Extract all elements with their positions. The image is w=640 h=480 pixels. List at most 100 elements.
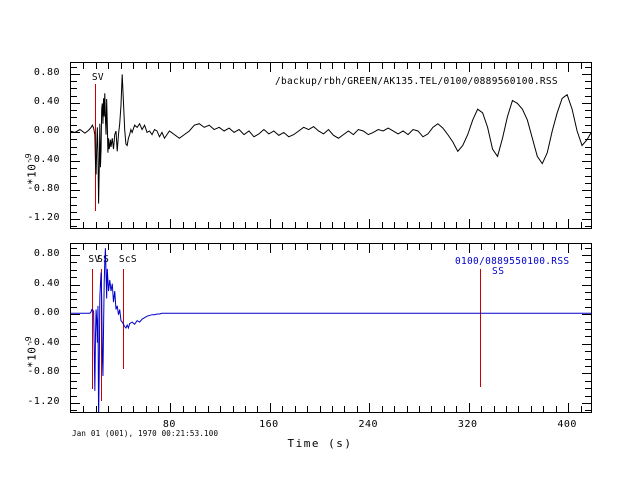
x-tick <box>95 63 97 69</box>
x-tick <box>456 244 458 250</box>
y-tick <box>585 380 591 382</box>
x-tick <box>543 406 545 412</box>
y-tick <box>582 131 591 133</box>
x-tick-label: 160 <box>259 419 279 430</box>
x-tick <box>108 244 110 250</box>
x-tick <box>530 222 532 228</box>
x-tick <box>456 406 458 412</box>
y-tick <box>585 81 591 83</box>
x-tick <box>356 244 358 250</box>
x-tick <box>319 244 321 250</box>
y-tick <box>71 81 77 83</box>
x-tick <box>145 406 147 412</box>
y-tick <box>71 66 77 68</box>
x-tick <box>282 244 284 250</box>
x-tick <box>568 244 570 253</box>
x-tick <box>133 63 135 69</box>
y-tick <box>71 321 77 323</box>
x-tick <box>182 63 184 69</box>
y-tick <box>585 292 591 294</box>
phase-marker-line <box>101 269 103 401</box>
y-tick <box>71 117 77 119</box>
x-tick <box>518 244 520 250</box>
y-tick-label: -0.40 <box>27 154 60 166</box>
x-tick <box>207 406 209 412</box>
x-tick <box>406 244 408 250</box>
x-tick <box>257 63 259 69</box>
y-tick <box>585 388 591 390</box>
y-tick <box>585 277 591 279</box>
x-tick <box>133 406 135 412</box>
x-tick <box>419 63 420 69</box>
y-tick <box>71 102 80 104</box>
x-tick <box>83 222 85 228</box>
y-tick <box>582 314 591 316</box>
x-tick <box>406 222 408 228</box>
x-tick-label: 240 <box>358 419 379 430</box>
y-tick <box>71 153 77 155</box>
x-tick <box>220 222 222 228</box>
phase-marker-line <box>122 269 124 369</box>
x-tick <box>530 63 532 69</box>
y-tick <box>582 373 591 375</box>
x-tick <box>83 406 85 412</box>
x-tick <box>543 63 545 69</box>
x-tick <box>568 219 570 228</box>
y-tick <box>71 306 77 308</box>
x-tick <box>170 219 172 228</box>
x-tick <box>307 406 309 412</box>
y-tick <box>585 269 591 271</box>
x-tick <box>580 406 582 412</box>
y-tick <box>585 139 591 141</box>
y-tick <box>582 284 591 286</box>
x-tick <box>468 219 470 228</box>
y-tick <box>71 73 80 75</box>
y-tick <box>585 247 591 249</box>
y-tick <box>71 110 77 112</box>
y-tick <box>71 226 77 228</box>
y-tick <box>585 262 591 264</box>
x-tick <box>108 222 110 228</box>
x-tick <box>195 222 197 228</box>
x-tick <box>443 222 445 228</box>
x-tick <box>506 222 507 228</box>
x-tick <box>431 406 433 412</box>
y-tick-label: -0.80 <box>27 366 60 378</box>
x-tick <box>319 63 321 69</box>
x-tick <box>182 222 184 228</box>
y-tick <box>71 365 77 367</box>
x-tick <box>158 244 159 250</box>
top-waveform-panel <box>70 62 592 229</box>
x-tick <box>419 406 420 412</box>
x-tick <box>394 244 396 250</box>
x-tick <box>506 244 507 250</box>
x-tick <box>269 63 271 72</box>
x-tick <box>530 244 532 250</box>
y-tick <box>585 226 591 228</box>
y-tick <box>582 102 591 104</box>
x-tick <box>95 406 97 412</box>
x-tick <box>282 406 284 412</box>
y-tick-label: -1.20 <box>27 212 60 224</box>
x-tick <box>319 222 321 228</box>
y-tick-label: -0.40 <box>27 336 60 348</box>
x-tick <box>344 244 346 250</box>
x-tick <box>344 63 346 69</box>
x-tick <box>182 244 184 250</box>
y-tick <box>71 329 77 330</box>
x-tick <box>493 63 495 69</box>
y-tick <box>585 204 591 206</box>
x-tick <box>133 244 135 250</box>
x-tick <box>332 406 333 412</box>
x-tick <box>555 63 557 69</box>
top-trace-title: /backup/rbh/GREEN/AK135.TEL/0100/0889560… <box>275 76 558 87</box>
x-tick <box>369 63 371 72</box>
y-tick <box>582 73 591 75</box>
phase-marker-line <box>94 84 96 211</box>
x-tick <box>468 403 470 412</box>
y-tick <box>71 314 80 316</box>
y-tick <box>71 388 77 390</box>
y-tick <box>71 182 77 184</box>
x-tick <box>530 406 532 412</box>
